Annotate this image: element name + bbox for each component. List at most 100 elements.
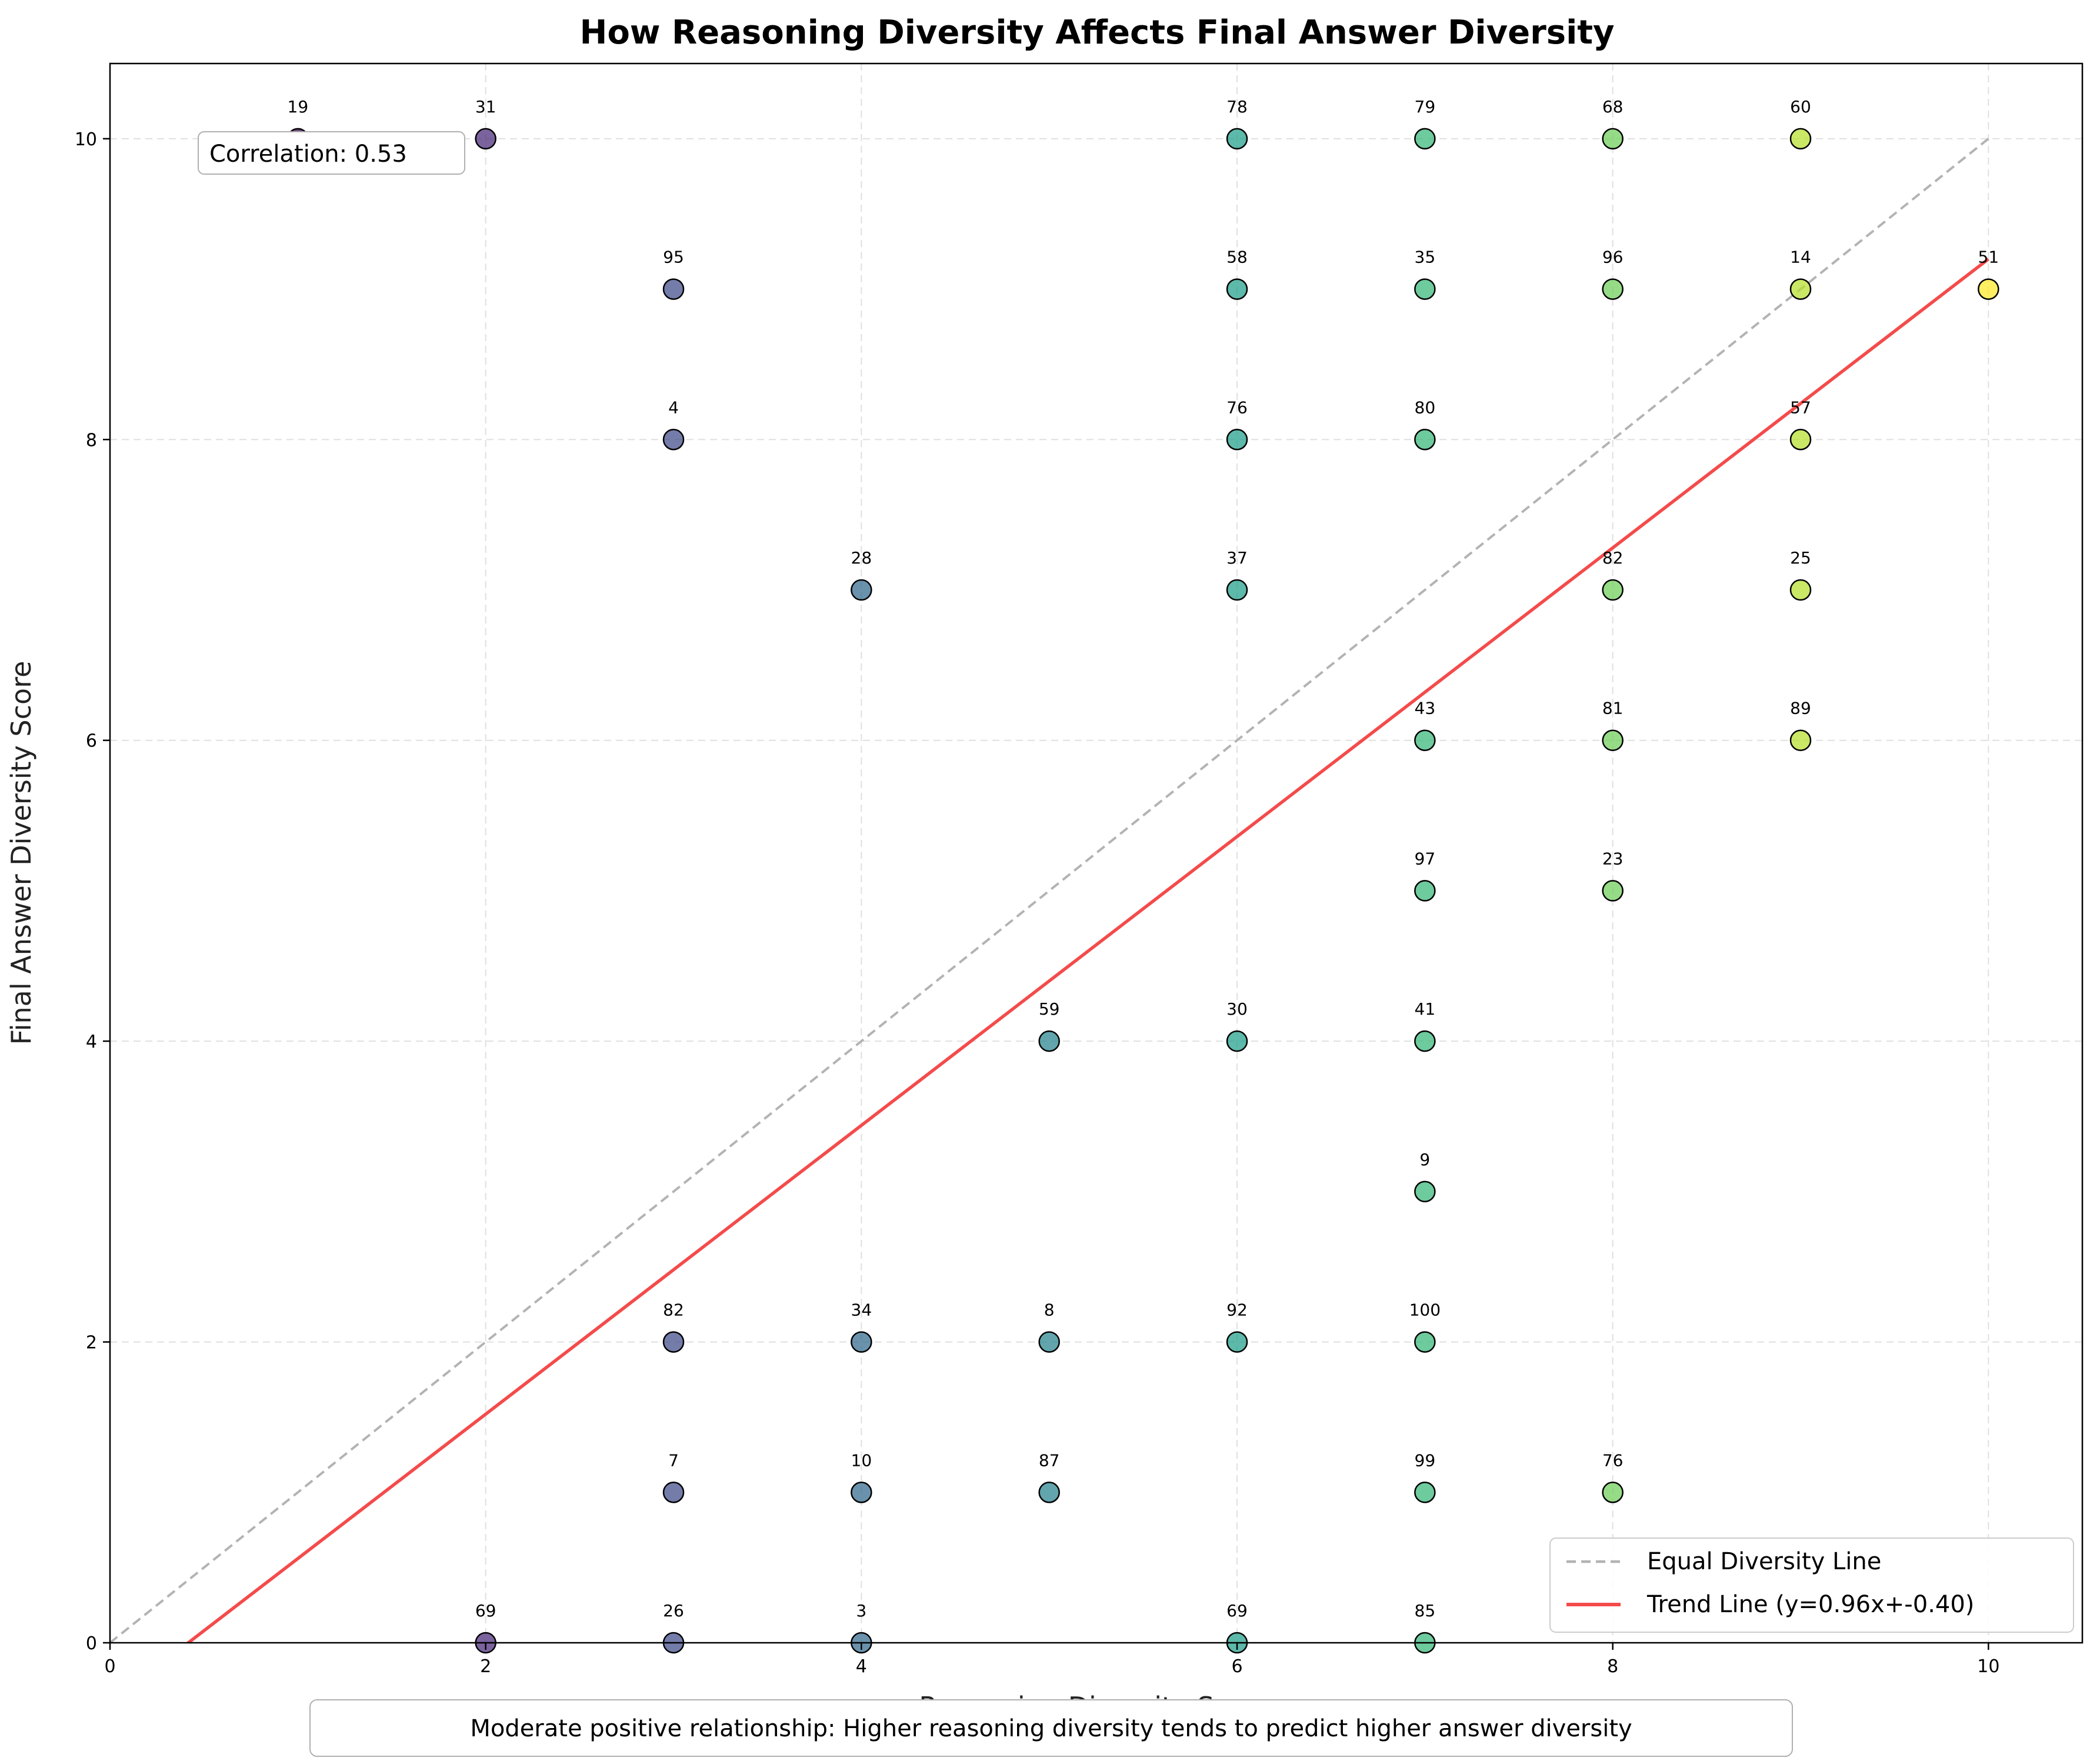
data-point: [1414, 880, 1436, 902]
data-point: [1226, 278, 1248, 300]
point-label: 28: [851, 548, 872, 568]
chart-title: How Reasoning Diversity Affects Final An…: [579, 14, 1614, 52]
x-ticks: 0 2 4 6 8 10: [104, 1643, 1999, 1677]
data-point: [1226, 579, 1248, 601]
point-label: 10: [851, 1450, 872, 1470]
data-point: [1602, 278, 1624, 300]
point-label: 14: [1790, 248, 1811, 267]
point-label: 100: [1409, 1300, 1441, 1320]
point-label: 69: [475, 1601, 496, 1620]
plot-frame: [109, 62, 2084, 1644]
legend-equal-line-label: Equal Diversity Line: [1647, 1548, 1881, 1575]
point-label: 19: [288, 97, 309, 116]
data-point: [1414, 1180, 1436, 1203]
y-tick-label: 2: [86, 1333, 97, 1353]
y-tick-label: 0: [86, 1633, 97, 1654]
data-point: [662, 429, 685, 451]
data-point: [1414, 278, 1436, 300]
trend-line: [185, 258, 1990, 1643]
point-label: 81: [1602, 699, 1624, 718]
legend: Equal Diversity Line Trend Line (y=0.96x…: [1549, 1537, 2074, 1633]
data-point: [1226, 429, 1248, 451]
point-label: 26: [663, 1601, 684, 1620]
data-point: [662, 278, 685, 300]
correlation-text: Correlation: 0.53: [209, 141, 407, 168]
data-point: [1414, 729, 1436, 751]
data-point: [1414, 1030, 1436, 1052]
y-tick-label: 10: [75, 129, 97, 150]
data-point: [1789, 729, 1812, 751]
data-point: [1038, 1030, 1060, 1052]
data-point: [1414, 1482, 1436, 1503]
data-point: [1602, 1482, 1624, 1503]
point-label: 96: [1602, 248, 1624, 267]
data-point: [1789, 128, 1812, 150]
point-label: 34: [851, 1300, 872, 1320]
y-tick-label: 8: [86, 430, 97, 451]
point-label: 69: [1226, 1601, 1248, 1620]
point-label: 79: [1415, 97, 1436, 116]
x-tick-label: 8: [1607, 1656, 1618, 1677]
data-point: [1038, 1482, 1060, 1503]
data-point: [662, 1331, 685, 1353]
point-label: 59: [1039, 999, 1060, 1019]
point-label: 9: [1419, 1150, 1430, 1169]
annotation-text: Moderate positive relationship: Higher r…: [470, 1715, 1632, 1742]
data-point: [662, 1482, 685, 1503]
legend-frame: [1549, 1537, 2074, 1633]
data-point: [851, 1482, 872, 1503]
point-label: 37: [1226, 548, 1248, 568]
x-tick-label: 4: [856, 1656, 867, 1677]
point-label: 41: [1415, 999, 1436, 1019]
x-tick-label: 10: [1977, 1656, 1999, 1677]
data-point: [1414, 429, 1436, 451]
point-label: 89: [1790, 699, 1811, 718]
point-label: 68: [1602, 97, 1624, 116]
point-label: 31: [475, 97, 496, 116]
data-point: [1226, 1331, 1248, 1353]
annotation-box: Moderate positive relationship: Higher r…: [309, 1699, 1793, 1757]
correlation-box: Correlation: 0.53: [198, 131, 465, 175]
point-label: 30: [1226, 999, 1248, 1019]
point-label: 76: [1226, 398, 1248, 417]
point-label: 51: [1978, 248, 1999, 267]
data-point: [1789, 579, 1812, 601]
data-point: [1226, 1030, 1248, 1052]
point-label: 85: [1415, 1601, 1436, 1620]
data-point: [1789, 429, 1812, 451]
data-point: [1602, 880, 1624, 902]
point-label: 58: [1226, 248, 1248, 267]
point-label: 4: [668, 398, 679, 417]
data-point: [1038, 1331, 1060, 1353]
x-tick-label: 6: [1231, 1656, 1242, 1677]
equal-diversity-line: [110, 138, 1989, 1643]
point-label: 43: [1415, 699, 1436, 718]
x-tick-label: 2: [480, 1656, 491, 1677]
reference-lines: [110, 138, 1990, 1643]
point-label: 3: [856, 1601, 866, 1620]
point-label: 25: [1790, 548, 1811, 568]
y-tick-label: 6: [86, 731, 97, 752]
data-point: [1414, 128, 1436, 150]
x-tick-label: 0: [104, 1656, 115, 1677]
data-point: [851, 1331, 872, 1353]
point-label: 35: [1415, 248, 1436, 267]
data-point: [1789, 278, 1812, 300]
y-tick-label: 4: [86, 1032, 97, 1052]
data-point: [475, 128, 496, 150]
annotation-box-frame: [309, 1699, 1793, 1757]
data-point: [1226, 128, 1248, 150]
data-point: [1602, 128, 1624, 150]
point-label: 92: [1226, 1300, 1248, 1320]
point-label: 95: [663, 248, 684, 267]
point-label: 82: [663, 1300, 684, 1320]
point-label: 99: [1415, 1450, 1436, 1470]
point-label: 82: [1602, 548, 1624, 568]
point-label: 78: [1226, 97, 1248, 116]
data-point: [1414, 1331, 1436, 1353]
point-label: 57: [1790, 398, 1811, 417]
point-label: 80: [1415, 398, 1436, 417]
